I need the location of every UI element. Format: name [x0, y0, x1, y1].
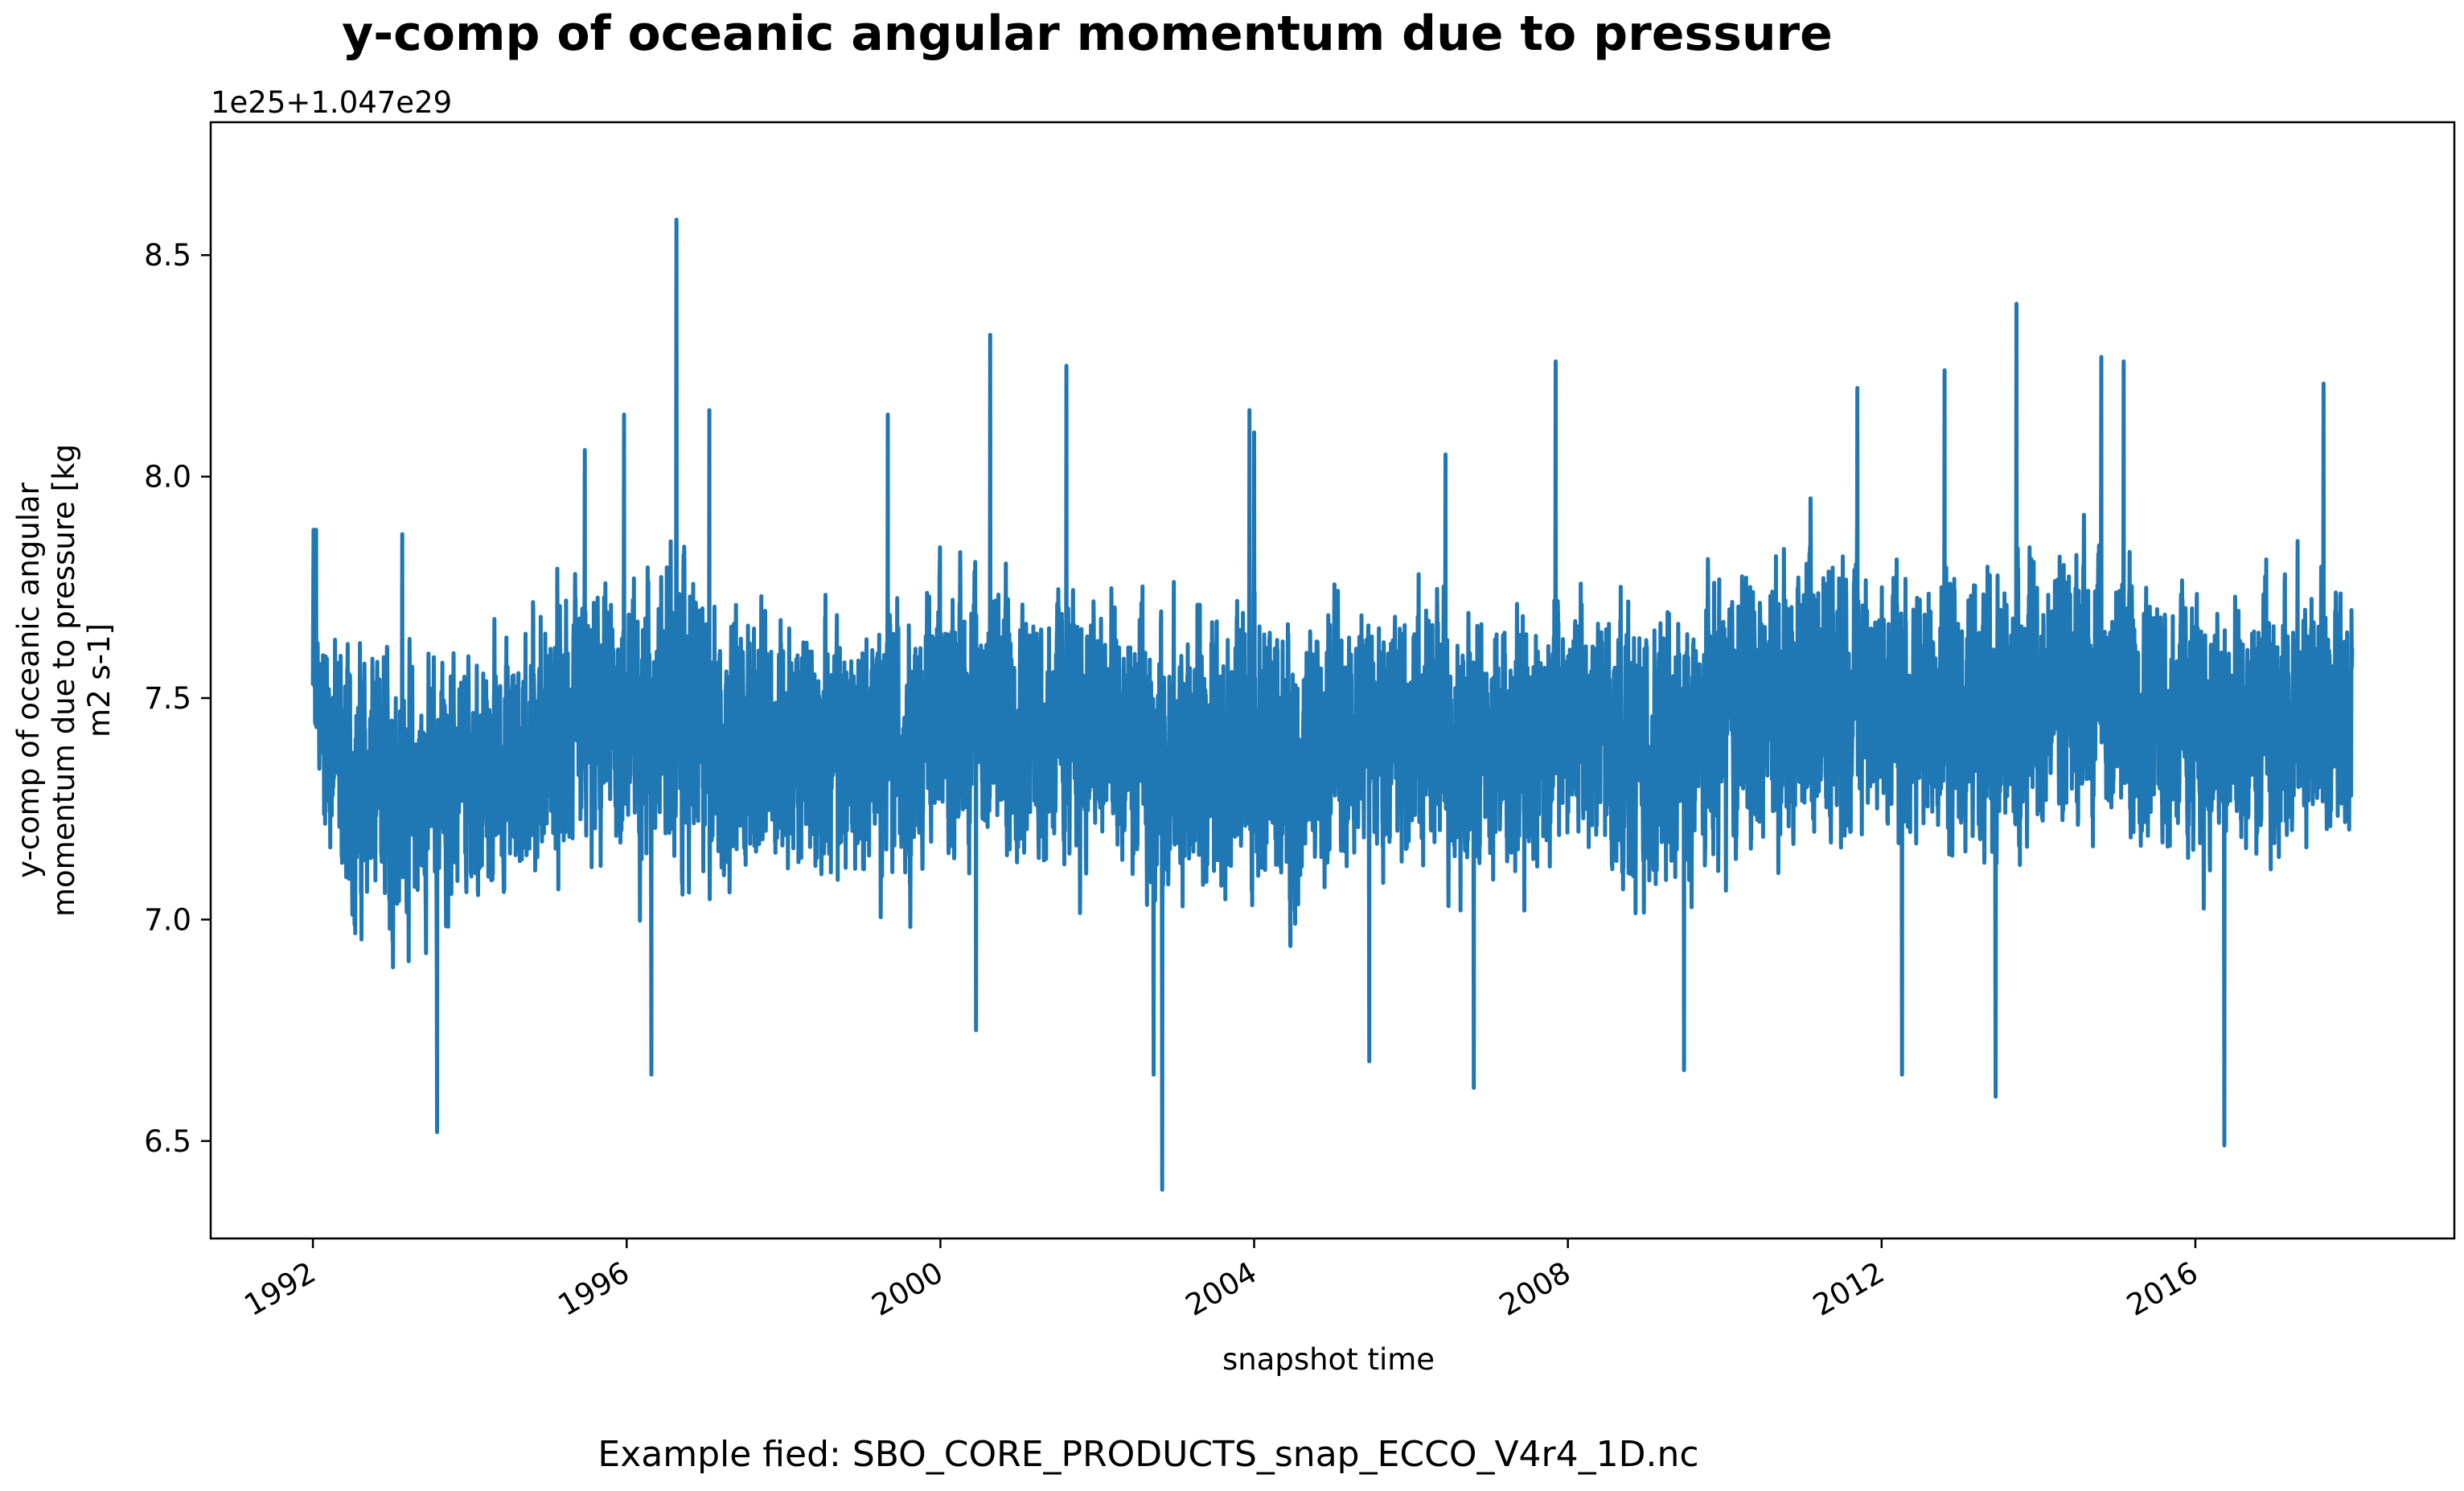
axes-frame: [209, 121, 2456, 1240]
chart-title: y-comp of oceanic angular momentum due t…: [342, 6, 1833, 62]
y-tick-label: 8.5: [144, 238, 191, 273]
y-axis: 6.5 7.0 7.5 8.0 8.5: [144, 238, 211, 1159]
y-axis-offset-text: 1e25+1.047e29: [211, 85, 452, 120]
x-tick-label: 1996: [552, 1255, 635, 1323]
x-tick-label: 2008: [1493, 1255, 1576, 1323]
y-tick-label: 7.5: [144, 681, 191, 716]
x-tick-label: 2016: [2121, 1255, 2203, 1323]
series-line: [310, 217, 2355, 1192]
x-tick-label: 2000: [866, 1255, 949, 1323]
y-tick-label: 8.0: [144, 460, 191, 495]
x-tick-label: 2012: [1807, 1255, 1890, 1323]
figure-caption: Example fied: SBO_CORE_PRODUCTS_snap_ECC…: [598, 1434, 1698, 1475]
y-axis-label-line: y-comp of oceanic angular: [11, 482, 46, 878]
y-axis-label-line: momentum due to pressure [kg: [47, 444, 81, 917]
y-tick-label: 7.0: [144, 902, 191, 937]
y-axis-label-line: m2 s-1]: [82, 623, 117, 737]
x-tick-label: 2004: [1180, 1255, 1263, 1323]
y-tick-label: 6.5: [144, 1124, 191, 1159]
x-axis-label: snapshot time: [1222, 1342, 1435, 1377]
x-tick-label: 1992: [239, 1255, 322, 1323]
x-axis: 1992 1996 2000 2004 2008 2012 2016: [239, 1238, 2203, 1323]
plot-area: [310, 217, 2355, 1192]
y-axis-label: y-comp of oceanic angular momentum due t…: [11, 444, 117, 917]
